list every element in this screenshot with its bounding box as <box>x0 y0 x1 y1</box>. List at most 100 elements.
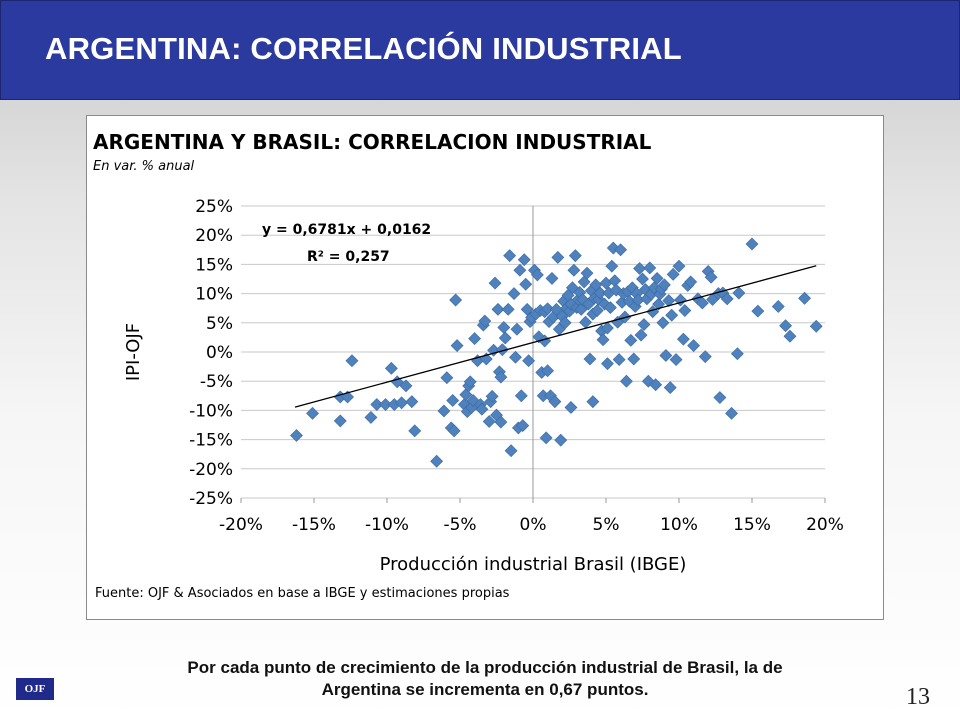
data-point <box>384 361 398 375</box>
data-point <box>491 302 505 316</box>
data-point <box>549 302 563 316</box>
x-tick-label: 10% <box>660 515 698 535</box>
data-point <box>494 415 508 429</box>
data-point <box>306 406 319 420</box>
data-point <box>634 328 648 342</box>
x-tick-label: 0% <box>520 515 547 535</box>
data-point <box>669 353 683 367</box>
data-point <box>558 316 572 330</box>
data-point <box>676 332 690 346</box>
data-point <box>495 343 509 357</box>
data-point <box>504 444 518 458</box>
data-point <box>530 268 544 282</box>
data-point <box>580 266 594 280</box>
data-point <box>704 270 718 284</box>
data-point <box>574 302 588 316</box>
data-point <box>659 349 673 362</box>
data-point <box>503 249 517 263</box>
data-point <box>364 410 378 424</box>
data-point <box>539 431 553 445</box>
data-point <box>633 262 647 275</box>
data-point <box>720 292 734 306</box>
data-point <box>713 391 727 404</box>
data-point <box>663 381 677 395</box>
data-point <box>751 304 765 318</box>
x-tick-label: 5% <box>593 515 620 535</box>
data-point <box>554 433 568 447</box>
trendline <box>294 265 817 408</box>
data-point <box>379 398 392 411</box>
data-point <box>494 370 508 384</box>
data-point <box>643 261 657 275</box>
data-point <box>614 243 628 257</box>
data-point <box>583 352 597 366</box>
data-point <box>440 371 454 385</box>
data-point <box>437 404 451 418</box>
y-tick-label: -20% <box>189 460 233 480</box>
data-point <box>649 378 663 392</box>
x-axis-title: Producción industrial Brasil (IBGE) <box>380 554 687 575</box>
data-point <box>345 354 359 368</box>
data-point <box>809 319 823 333</box>
data-point <box>601 357 614 371</box>
data-point <box>567 263 581 277</box>
data-point <box>730 347 744 361</box>
data-point <box>612 353 626 367</box>
data-point <box>698 350 712 364</box>
page-number: 13 <box>906 684 930 710</box>
data-point <box>779 319 793 333</box>
data-point <box>370 398 384 411</box>
data-point <box>509 350 522 364</box>
data-point <box>650 271 664 285</box>
data-point <box>662 294 676 308</box>
data-point <box>636 272 649 286</box>
trendline-equation: y = 0,6781x + 0,0162 <box>262 222 431 238</box>
ojf-logo: OJF <box>16 678 54 700</box>
data-point <box>446 394 460 407</box>
x-tick-label: -20% <box>219 515 263 535</box>
data-point <box>485 389 499 403</box>
y-tick-label: 15% <box>195 255 233 275</box>
data-point <box>430 454 444 468</box>
data-point <box>488 276 502 290</box>
data-point <box>666 267 680 281</box>
y-tick-label: -15% <box>189 431 233 451</box>
data-point <box>468 332 482 345</box>
data-point <box>522 354 536 368</box>
y-tick-label: 10% <box>195 285 233 305</box>
data-point <box>603 301 617 315</box>
data-point <box>541 364 555 378</box>
chart-panel: ARGENTINA Y BRASIL: CORRELACION INDUSTRI… <box>86 115 884 620</box>
data-point <box>657 278 671 292</box>
data-point <box>684 275 698 289</box>
data-point <box>399 379 413 393</box>
data-point <box>475 402 489 416</box>
chart-subtitle: En var. % anual <box>93 159 195 174</box>
x-tick-label: 20% <box>806 515 844 535</box>
data-point <box>498 331 512 345</box>
data-point <box>408 424 422 438</box>
data-point <box>564 401 578 414</box>
data-point <box>783 329 797 343</box>
data-point <box>627 352 641 366</box>
data-point <box>589 278 603 292</box>
data-point <box>624 333 638 347</box>
data-point <box>290 429 303 442</box>
data-point <box>596 333 610 347</box>
scatter-plot: 25% 20% 15% 10% 5% 0% -5% -10% -15% -20% -25% -20% -… <box>123 197 844 575</box>
data-point <box>551 250 565 264</box>
footer-caption-line-1: Por cada punto de crecimiento de la prod… <box>187 658 783 677</box>
y-axis-title: IPI-OJF <box>123 323 144 381</box>
data-point <box>601 321 614 335</box>
data-point <box>501 302 515 316</box>
data-point <box>405 395 419 409</box>
data-point <box>579 315 592 329</box>
x-tick-label: 15% <box>733 515 771 535</box>
data-point <box>745 237 759 251</box>
data-point <box>678 304 692 317</box>
data-point <box>447 424 461 438</box>
data-point <box>732 286 746 300</box>
data-point <box>665 308 679 322</box>
data-point <box>463 375 477 389</box>
y-tick-label: -25% <box>189 489 233 509</box>
